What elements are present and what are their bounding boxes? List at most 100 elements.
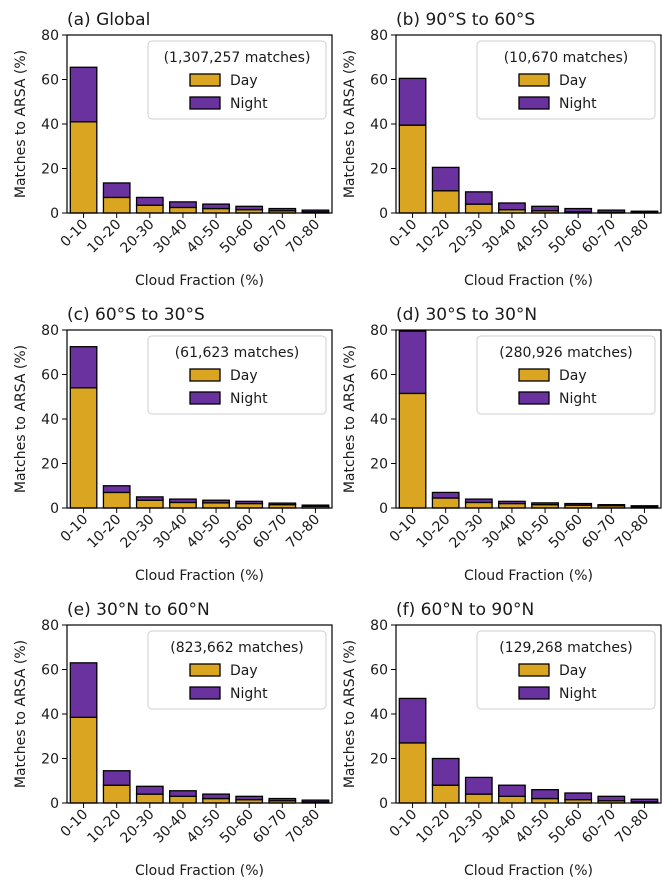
bar-b-night-10-20 (431, 166, 460, 192)
bar-c-day-50-60 (235, 502, 264, 509)
x-axis-label-e: Cloud Fraction (%) (135, 863, 264, 879)
bar-b-night-20-30 (464, 191, 493, 205)
y-tick-label-d-40: 40 (370, 412, 388, 428)
bar-a-day-30-40 (169, 206, 197, 214)
bar-a-day-20-30 (135, 204, 164, 214)
legend-swatch-f-day (518, 663, 550, 677)
legend-label-c-day: Day (230, 368, 258, 384)
bar-c-day-0-10 (69, 387, 98, 509)
x-tick-label-e-40-50: 40-50 (184, 807, 224, 847)
y-tick-label-b-0: 0 (379, 206, 388, 222)
bar-b-night-40-50 (531, 205, 559, 212)
y-axis-label-c: Matches to ARSA (%) (13, 345, 29, 493)
x-tick-label-b-20-30: 20-30 (447, 217, 487, 257)
x-tick-label-a-40-50: 40-50 (184, 217, 224, 257)
bar-f-day-30-40 (498, 795, 526, 804)
y-tick-label-d-80: 80 (370, 323, 388, 339)
x-axis-label-d: Cloud Fraction (%) (464, 568, 593, 584)
legend-swatch-e-day (189, 663, 221, 677)
legend-label-f-day: Day (559, 663, 587, 679)
legend-label-a-night: Night (230, 96, 268, 112)
panel-a: (a) Global0204060800-1010-2020-3030-4040… (13, 10, 333, 289)
x-tick-label-c-40-50: 40-50 (184, 512, 224, 552)
bar-e-night-0-10 (69, 662, 98, 718)
legend-f: (129,268 matches) Day Night (476, 630, 656, 710)
panel-d: (d) 30°S to 30°N0204060800-1010-2020-303… (342, 305, 662, 584)
y-tick-label-c-20: 20 (41, 457, 59, 473)
panel-f: (f) 60°N to 90°N0204060800-1010-2020-303… (342, 600, 662, 879)
y-tick-label-b-40: 40 (370, 117, 388, 133)
x-tick-label-b-70-80: 70-80 (612, 217, 652, 257)
legend-label-e-night: Night (230, 686, 268, 702)
x-tick-label-b-30-40: 30-40 (480, 217, 520, 257)
x-tick-label-f-10-20: 10-20 (413, 807, 453, 847)
bar-c-day-10-20 (102, 491, 131, 509)
legend-label-b-night: Night (559, 96, 597, 112)
y-tick-label-a-60: 60 (41, 73, 59, 89)
y-tick-label-e-80: 80 (41, 618, 59, 634)
x-tick-label-e-50-60: 50-60 (217, 807, 257, 847)
panel-b: (b) 90°S to 60°S0204060800-1010-2020-303… (342, 10, 662, 289)
bar-b-night-30-40 (498, 202, 526, 211)
legend-label-e-day: Day (230, 663, 258, 679)
x-tick-label-c-60-70: 60-70 (250, 512, 290, 552)
bar-f-night-10-20 (431, 757, 460, 786)
y-tick-label-b-20: 20 (370, 162, 388, 178)
y-tick-label-a-20: 20 (41, 162, 59, 178)
y-tick-label-b-80: 80 (370, 28, 388, 44)
bar-c-night-30-40 (169, 498, 197, 504)
x-tick-label-f-40-50: 40-50 (513, 807, 553, 847)
legend-title-c: (61,623 matches) (175, 345, 300, 361)
bar-a-night-40-50 (202, 203, 230, 210)
bar-b-day-0-10 (398, 124, 427, 214)
x-tick-label-a-20-30: 20-30 (118, 217, 158, 257)
bar-a-night-30-40 (169, 201, 197, 209)
x-tick-label-e-70-80: 70-80 (283, 807, 323, 847)
x-axis-label-f: Cloud Fraction (%) (464, 863, 593, 879)
x-tick-label-e-10-20: 10-20 (84, 807, 124, 847)
x-tick-label-a-50-60: 50-60 (217, 217, 257, 257)
bar-f-night-0-10 (398, 697, 427, 744)
x-tick-label-a-70-80: 70-80 (283, 217, 323, 257)
legend-swatch-f-night (518, 686, 550, 700)
x-tick-label-f-50-60: 50-60 (546, 807, 586, 847)
bar-b-night-0-10 (398, 77, 427, 126)
panel-title-c: (c) 60°S to 30°S (67, 305, 205, 325)
x-tick-label-b-40-50: 40-50 (513, 217, 553, 257)
legend-label-d-day: Day (559, 368, 587, 384)
x-tick-label-c-50-60: 50-60 (217, 512, 257, 552)
x-tick-label-b-10-20: 10-20 (413, 217, 453, 257)
bar-c-night-0-10 (69, 346, 98, 389)
x-tick-label-f-30-40: 30-40 (480, 807, 520, 847)
legend-swatch-c-day (189, 368, 221, 382)
bar-e-night-70-80 (301, 799, 330, 803)
y-axis-label-a: Matches to ARSA (%) (13, 50, 29, 198)
legend-title-a: (1,307,257 matches) (164, 50, 311, 66)
bar-d-night-10-20 (431, 491, 460, 499)
x-tick-label-d-70-80: 70-80 (612, 512, 652, 552)
legend-label-c-night: Night (230, 391, 268, 407)
y-tick-label-d-20: 20 (370, 457, 388, 473)
bar-e-day-0-10 (69, 716, 98, 804)
y-tick-label-c-40: 40 (41, 412, 59, 428)
legend-title-f: (129,268 matches) (499, 640, 632, 656)
bar-e-night-60-70 (268, 797, 297, 802)
bar-e-night-10-20 (102, 770, 131, 786)
bar-d-day-30-40 (498, 502, 526, 509)
panel-c: (c) 60°S to 30°S0204060800-1010-2020-303… (13, 305, 333, 584)
bar-f-night-70-80 (630, 798, 659, 803)
bar-c-night-70-80 (301, 504, 330, 507)
bar-d-day-0-10 (398, 392, 427, 509)
bar-d-night-50-60 (564, 502, 593, 506)
bar-d-day-10-20 (431, 497, 460, 509)
bar-b-night-50-60 (564, 207, 593, 213)
legend-swatch-d-night (518, 391, 550, 405)
x-tick-label-f-20-30: 20-30 (447, 807, 487, 847)
legend-d: (280,926 matches) Day Night (476, 335, 656, 415)
bar-b-day-10-20 (431, 190, 460, 214)
y-axis-label-d: Matches to ARSA (%) (342, 345, 358, 493)
y-tick-label-d-60: 60 (370, 368, 388, 384)
bar-f-night-60-70 (597, 795, 626, 802)
bar-f-day-10-20 (431, 784, 460, 804)
bar-e-night-40-50 (202, 793, 230, 800)
